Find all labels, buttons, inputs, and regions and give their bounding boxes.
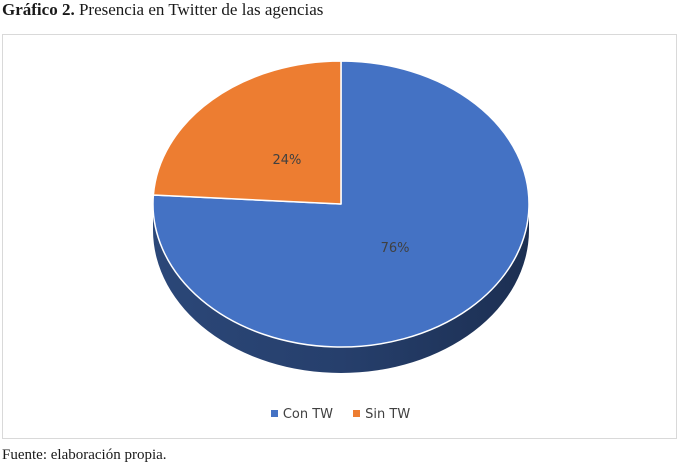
legend-swatch-sin-tw: [353, 410, 361, 417]
pie-chart: 76% 24%: [152, 60, 530, 373]
legend-label-con-tw: Con TW: [282, 407, 334, 422]
data-label-con-tw: 76%: [381, 241, 410, 256]
chart-area: 76% 24% Con TW Sin TW: [2, 34, 677, 439]
figure-label: Gráfico 2.: [2, 0, 75, 19]
data-label-sin-tw: 24%: [272, 153, 301, 168]
figure-title: Gráfico 2. Presencia en Twitter de las a…: [2, 0, 323, 20]
legend-item-sin-tw: Sin TW: [353, 407, 410, 422]
legend-swatch-con-tw: [270, 410, 278, 417]
figure-title-text: Presencia en Twitter de las agencias: [78, 0, 324, 19]
legend-item-con-tw: Con TW: [270, 407, 334, 422]
pie-slice-sin-tw: [152, 60, 342, 205]
pie-side-con-tw: [153, 204, 529, 373]
figure-source: Fuente: elaboración propia.: [2, 447, 167, 463]
legend: Con TW Sin TW: [3, 407, 678, 422]
legend-label-sin-tw: Sin TW: [365, 407, 411, 422]
